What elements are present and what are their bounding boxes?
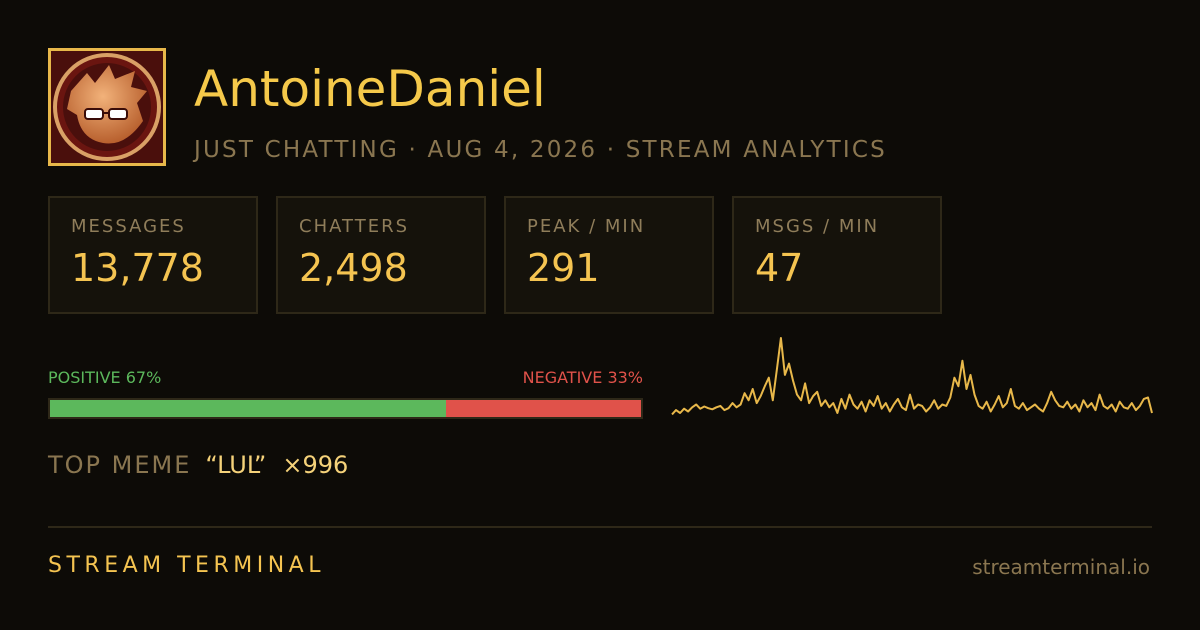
positive-label: POSITIVE 67% <box>48 368 162 387</box>
sentiment-bar <box>48 398 643 419</box>
stat-card: MSGS / MIN 47 <box>732 196 942 314</box>
stat-value: 13,778 <box>71 246 204 290</box>
stat-label: MESSAGES <box>71 216 186 237</box>
negative-segment <box>445 400 641 417</box>
stat-card: MESSAGES 13,778 <box>48 196 258 314</box>
stat-card: CHATTERS 2,498 <box>276 196 486 314</box>
top-meme-count: ×996 <box>282 451 349 479</box>
stat-value: 291 <box>527 246 600 290</box>
negative-label: NEGATIVE 33% <box>522 368 643 387</box>
subtitle: JUST CHATTING · AUG 4, 2026 · STREAM ANA… <box>194 137 887 163</box>
stat-value: 47 <box>755 246 804 290</box>
top-meme: TOP MEME “LUL” ×996 <box>48 449 348 481</box>
activity-line <box>671 337 1153 416</box>
channel-name: AntoineDaniel <box>194 60 546 118</box>
activity-sparkline <box>671 337 1153 416</box>
stat-card: PEAK / MIN 291 <box>504 196 714 314</box>
stat-value: 2,498 <box>299 246 408 290</box>
avatar <box>48 48 166 166</box>
positive-segment <box>50 400 446 417</box>
url: streamterminal.io <box>972 555 1150 579</box>
avatar-art <box>53 53 161 161</box>
top-meme-text: “LUL” <box>205 451 267 479</box>
divider <box>48 526 1152 528</box>
stat-label: CHATTERS <box>299 216 409 237</box>
stat-label: MSGS / MIN <box>755 216 880 237</box>
stat-label: PEAK / MIN <box>527 216 646 237</box>
top-meme-label: TOP MEME <box>48 451 192 479</box>
brand: STREAM TERMINAL <box>48 553 325 578</box>
